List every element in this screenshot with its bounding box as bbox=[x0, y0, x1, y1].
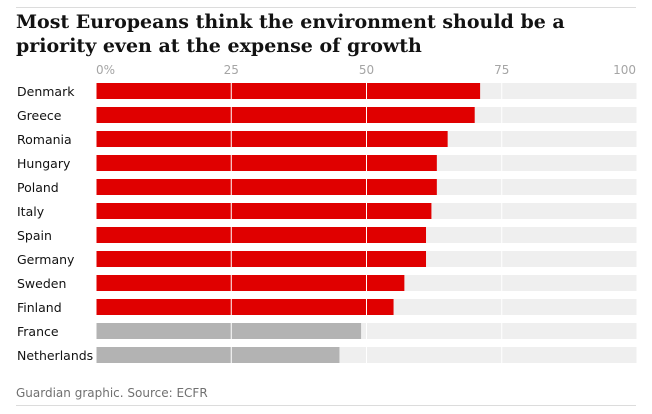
bar-sweden bbox=[96, 275, 405, 291]
x-tick-label: 25 bbox=[224, 63, 239, 77]
gridlines bbox=[95, 64, 638, 363]
category-label-poland: Poland bbox=[17, 180, 59, 195]
category-label-hungary: Hungary bbox=[17, 156, 71, 171]
bar-hungary bbox=[96, 155, 437, 171]
bottom-rule bbox=[16, 405, 636, 406]
x-tick-label: 75 bbox=[494, 63, 509, 77]
category-label-romania: Romania bbox=[17, 132, 72, 147]
category-label-netherlands: Netherlands bbox=[17, 348, 93, 363]
category-label-finland: Finland bbox=[17, 300, 62, 315]
category-label-france: France bbox=[17, 324, 59, 339]
category-label-germany: Germany bbox=[17, 252, 75, 267]
category-label-italy: Italy bbox=[17, 204, 45, 219]
category-label-denmark: Denmark bbox=[17, 84, 75, 99]
category-label-sweden: Sweden bbox=[17, 276, 66, 291]
top-rule bbox=[16, 7, 636, 8]
category-labels: Denmark Greece Romania Hungary Poland Italy Sp… bbox=[17, 84, 93, 363]
category-label-spain: Spain bbox=[17, 228, 52, 243]
bar-italy bbox=[96, 203, 432, 219]
bar-finland bbox=[96, 299, 394, 315]
bar-poland bbox=[96, 179, 437, 195]
bar-denmark bbox=[96, 83, 481, 99]
chart-title: Most Europeans think the environment sho… bbox=[16, 11, 565, 57]
x-tick-label: 0% bbox=[96, 63, 115, 77]
category-label-greece: Greece bbox=[17, 108, 62, 123]
x-tick-label: 100 bbox=[613, 63, 636, 77]
bars bbox=[96, 83, 481, 363]
x-tick-labels: 0% 25 50 75 100 bbox=[96, 63, 636, 77]
bar-germany bbox=[96, 251, 427, 267]
x-tick-label: 50 bbox=[359, 63, 374, 77]
bar-greece bbox=[96, 107, 475, 123]
bar-chart: 0% 25 50 75 100 Denmark Greece Romania Hungary P… bbox=[17, 63, 638, 363]
bar-netherlands bbox=[96, 347, 340, 363]
bar-spain bbox=[96, 227, 427, 243]
bar-romania bbox=[96, 131, 448, 147]
bar-france bbox=[96, 323, 362, 339]
source-note: Guardian graphic. Source: ECFR bbox=[16, 386, 208, 400]
